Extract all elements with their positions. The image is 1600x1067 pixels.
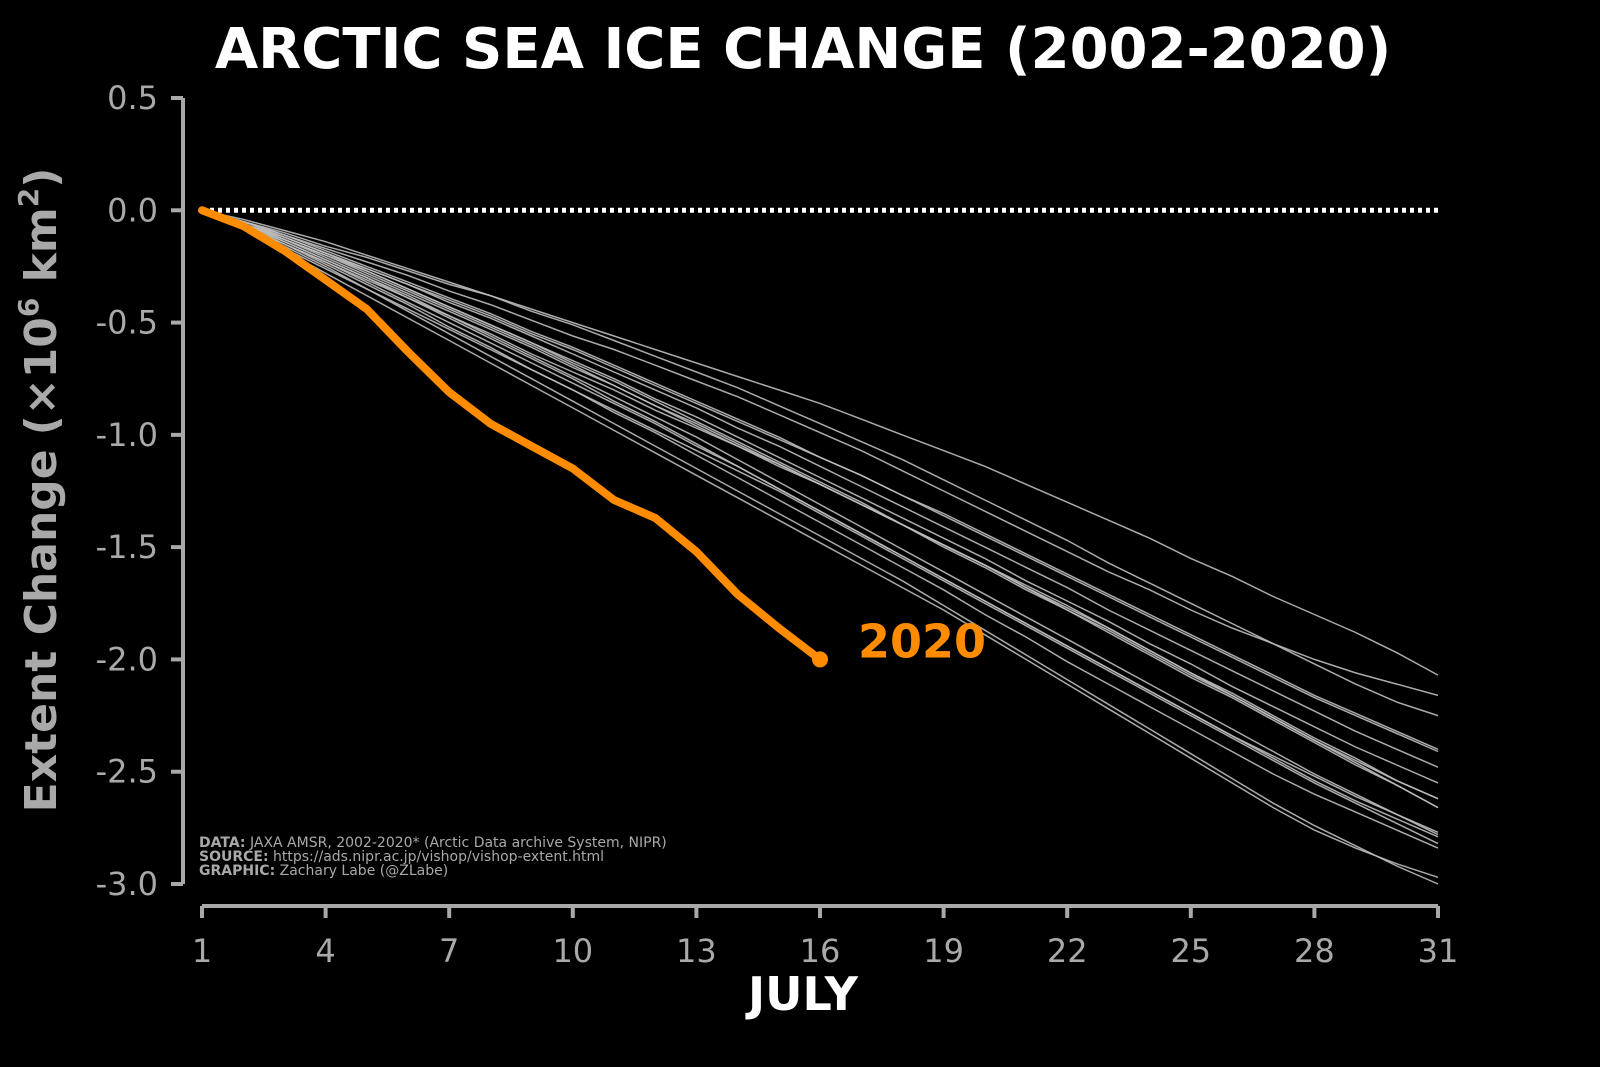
x-tick-label: 13 xyxy=(676,932,717,970)
series-line-2019 xyxy=(201,209,1439,885)
series-line-2013 xyxy=(201,209,1439,717)
background-series-group xyxy=(201,209,1439,885)
x-tick-label: 16 xyxy=(800,932,841,970)
chart-title: ARCTIC SEA ICE CHANGE (2002-2020) xyxy=(215,17,1391,82)
credit-source-text: https://ads.nipr.ac.jp/vishop/vishop-ext… xyxy=(269,849,604,865)
series-line-2007 xyxy=(201,209,1439,849)
credit-data-label: DATA: xyxy=(199,835,246,851)
credit-data-text: JAXA AMSR, 2002-2020* (Arctic Data archi… xyxy=(246,835,667,851)
x-tick-label: 4 xyxy=(315,932,335,970)
highlight-series-group: 2020 xyxy=(198,206,986,668)
series-line-2009 xyxy=(201,209,1439,753)
x-tick-label: 25 xyxy=(1170,932,1211,970)
x-tick-label: 22 xyxy=(1047,932,1088,970)
series-line-2010 xyxy=(201,209,1439,845)
series-end-marker-2020 xyxy=(812,651,828,668)
y-tick-label: -1.5 xyxy=(96,528,158,566)
y-axis-label-suffix: ) xyxy=(16,168,67,188)
series-line-2003 xyxy=(201,209,1439,697)
x-tick-label: 19 xyxy=(923,932,964,970)
y-tick-label: 0.0 xyxy=(107,191,158,229)
y-axis-label-main: Extent Change xyxy=(16,449,67,812)
credit-data: DATA: JAXA AMSR, 2002-2020* (Arctic Data… xyxy=(199,835,667,851)
series-line-2020 xyxy=(198,206,824,664)
x-tick-label: 31 xyxy=(1418,932,1459,970)
y-axis-label-prefix: (×10 xyxy=(16,317,67,435)
y-tick-label: -2.0 xyxy=(96,640,158,678)
y-axis-label: Extent Change (×106 km2) xyxy=(12,168,67,813)
series-line-2017 xyxy=(201,209,1439,768)
series-line-2012 xyxy=(201,209,1439,879)
credit-graphic: GRAPHIC: Zachary Labe (@ZLabe) xyxy=(199,863,448,879)
series-line-2004 xyxy=(201,209,1439,676)
x-tick-label: 10 xyxy=(552,932,593,970)
axes: 0.5 0.0 -0.5 -1.0 -1.5 -2.0 -2.5 -3.0 1 4 7 10 13 16 1… xyxy=(96,79,1459,970)
x-tick-label: 1 xyxy=(192,932,212,970)
credit-source: SOURCE: https://ads.nipr.ac.jp/vishop/vi… xyxy=(199,849,604,865)
series-line-2011 xyxy=(201,209,1439,836)
credit-graphic-label: GRAPHIC: xyxy=(199,863,275,879)
x-tick-label: 28 xyxy=(1294,932,1335,970)
series-line-2016 xyxy=(201,209,1439,800)
x-axis-label: JULY xyxy=(745,967,859,1021)
series-label-2020: 2020 xyxy=(858,614,986,668)
x-tick-label: 7 xyxy=(439,932,459,970)
series-line-2008 xyxy=(201,209,1439,809)
y-tick-label: -0.5 xyxy=(96,304,158,342)
y-axis-label-exp2: 2 xyxy=(12,188,45,207)
series-line-2018 xyxy=(201,209,1439,833)
y-tick-label: -3.0 xyxy=(96,865,158,903)
y-axis-label-mid: km xyxy=(16,207,67,297)
y-axis-label-exp1: 6 xyxy=(12,298,45,317)
y-tick-label: 0.5 xyxy=(107,79,158,117)
credit-source-label: SOURCE: xyxy=(199,849,269,865)
y-tick-label: -2.5 xyxy=(96,753,158,791)
credit-graphic-text: Zachary Labe (@ZLabe) xyxy=(275,863,448,879)
y-tick-label: -1.0 xyxy=(96,416,158,454)
